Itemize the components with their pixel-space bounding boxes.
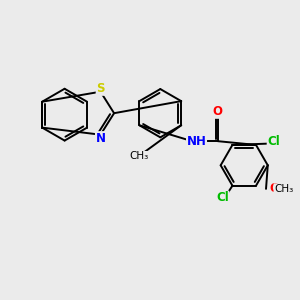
Text: O: O <box>213 105 223 118</box>
Text: CH₃: CH₃ <box>129 152 148 161</box>
Text: Cl: Cl <box>216 191 229 204</box>
Text: CH₃: CH₃ <box>274 184 293 194</box>
Text: S: S <box>96 82 105 95</box>
Text: NH: NH <box>187 135 206 148</box>
Text: Cl: Cl <box>267 135 280 148</box>
Text: O: O <box>269 182 279 195</box>
Text: N: N <box>95 132 106 145</box>
